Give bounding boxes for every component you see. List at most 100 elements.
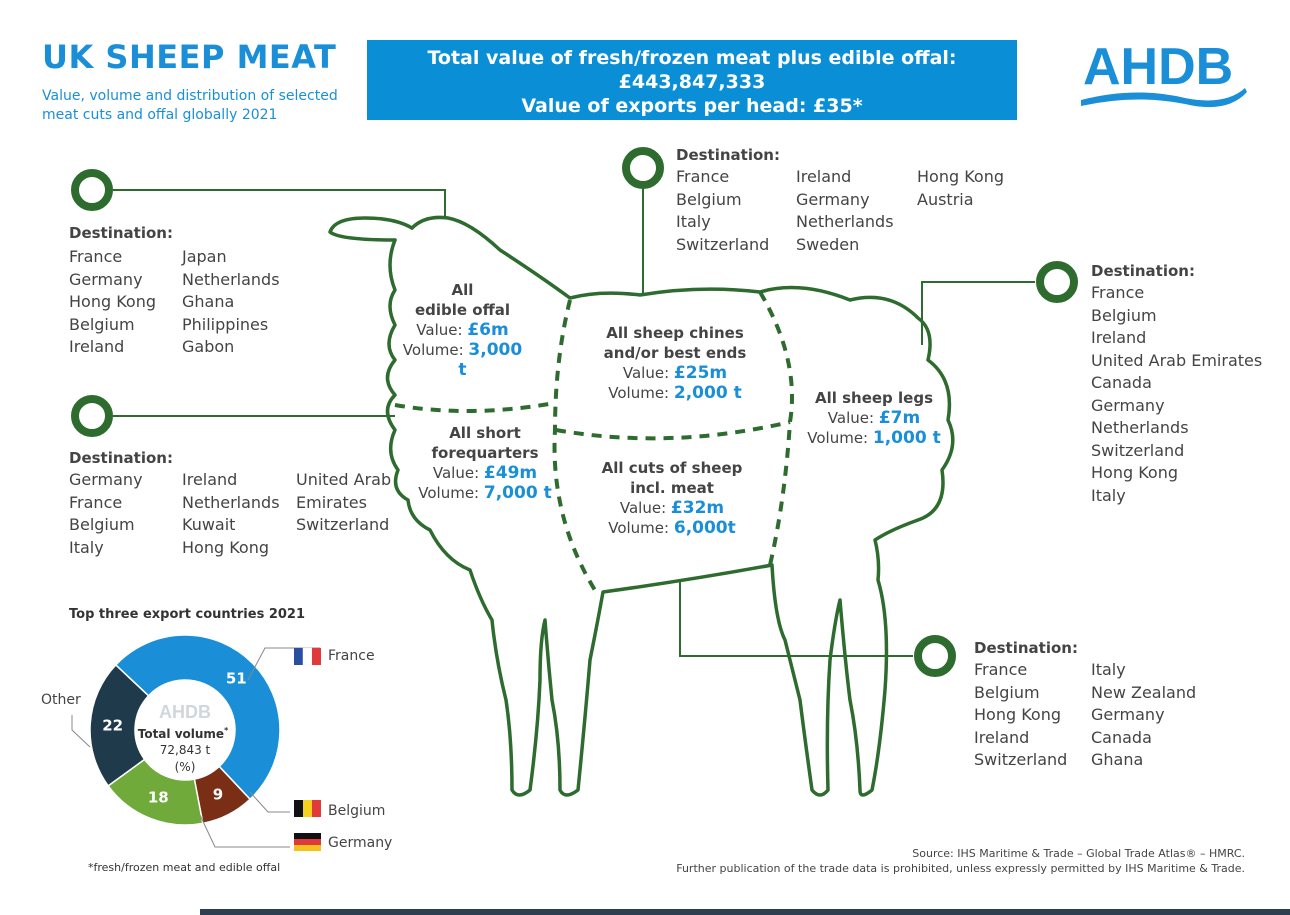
- dest-item: Belgium: [1091, 305, 1157, 325]
- export-donut-chart: 51 9 18 22 AHDB Total volume* 72,843 t (%): [71, 634, 321, 851]
- value-label: Value:: [432, 464, 480, 482]
- slice-france: [114, 634, 281, 801]
- source-line: Further publication of the trade data is…: [676, 862, 1245, 875]
- dest-item: France: [974, 660, 1028, 679]
- leader-belgium: [249, 791, 290, 813]
- cut-all-cuts: All cuts of sheep incl. meat Value: £32m…: [592, 458, 752, 538]
- dest-item: Hong Kong: [69, 292, 156, 311]
- dest-item: Ireland: [69, 337, 125, 356]
- chart-footnote: *fresh/frozen meat and edible offal: [88, 861, 281, 874]
- dest-item: Canada: [1091, 727, 1152, 747]
- dest-item: Sweden: [796, 234, 860, 254]
- cut-name: incl. meat: [630, 479, 714, 497]
- dest-item: Italy: [1091, 485, 1126, 505]
- legend-other: Other: [41, 692, 81, 708]
- bottom-bar: [200, 909, 1290, 915]
- dest-item: Switzerland: [974, 750, 1068, 769]
- cut-name: forequarters: [431, 444, 539, 462]
- dest-item: Ireland: [796, 167, 852, 186]
- dest-item: Ireland: [974, 727, 1030, 747]
- dest-item: Belgium: [69, 314, 135, 334]
- leader-other: [71, 715, 91, 748]
- dest-col: France Germany Hong Kong Belgium Ireland: [69, 246, 156, 359]
- dest-item: New Zealand: [1091, 682, 1197, 702]
- destination-heading: Destination:: [69, 224, 173, 242]
- dest-item: Switzerland: [676, 234, 770, 254]
- dest-item: Germany: [69, 470, 143, 489]
- destinations-offal: Destination: France Germany Hong Kong Be…: [69, 222, 280, 356]
- dest-item: France: [676, 167, 730, 186]
- center-unit: (%): [175, 760, 196, 774]
- dest-item: Italy: [69, 537, 104, 557]
- dest-item: United Arab: [296, 470, 392, 489]
- legend-france: France: [328, 648, 375, 664]
- france-flag-icon: [294, 647, 321, 666]
- cut-name: All cuts of sheep: [601, 459, 743, 477]
- center-label-mark: *: [224, 726, 229, 735]
- slice-label-germany: 18: [148, 788, 169, 806]
- value-label: Value:: [619, 499, 667, 517]
- cut-value: £25m: [673, 363, 728, 383]
- leader-germany: [199, 814, 290, 848]
- cut-volume: 1,000 t: [872, 428, 941, 448]
- destination-heading: Destination:: [676, 146, 780, 164]
- legend-germany: Germany: [328, 835, 393, 851]
- dest-item: Kuwait: [182, 515, 236, 534]
- center-label-text: Total volume: [138, 727, 224, 741]
- banner-note: *a number of caveats apply around the pe…: [482, 121, 902, 135]
- dest-item: Switzerland: [296, 515, 390, 534]
- dest-item: Belgium: [974, 682, 1040, 702]
- dest-item: France: [1091, 283, 1145, 302]
- destination-heading: Destination:: [69, 449, 173, 467]
- dest-item: Ireland: [182, 470, 238, 489]
- destinations-forequarters: Destination: Germany France Belgium Ital…: [69, 447, 391, 557]
- center-label: Total volume*: [138, 726, 229, 741]
- dest-item: Belgium: [69, 515, 135, 534]
- dest-col: France Belgium Ireland United Arab Emira…: [1091, 282, 1262, 507]
- cut-volume: 6,000t: [673, 518, 736, 538]
- dest-item: Hong Kong: [974, 705, 1061, 724]
- dest-item: Germany: [796, 189, 870, 209]
- legend-belgium: Belgium: [328, 803, 386, 819]
- node-offal-icon: [71, 169, 113, 211]
- germany-flag-icon: [294, 833, 321, 851]
- chart-title: Top three export countries 2021: [69, 607, 306, 622]
- volume-label: Volume:: [402, 341, 464, 359]
- ahdb-logo: AHDB: [1081, 38, 1247, 108]
- center-value: 72,843 t: [160, 743, 211, 757]
- dest-item: Netherlands: [796, 212, 894, 231]
- cut-offal: All edible offal Value: £6m Volume: 3,00…: [400, 280, 525, 380]
- dest-item: Italy: [676, 212, 711, 231]
- sheep-ear: [328, 216, 414, 242]
- dest-item: Netherlands: [182, 492, 280, 512]
- cut-value: £32m: [670, 498, 725, 518]
- banner-per-head: Value of exports per head: £35*: [521, 95, 863, 117]
- cut-name: edible offal: [414, 301, 511, 319]
- cut-volume: 7,000 t: [483, 483, 552, 503]
- logo-wave-icon: [1081, 88, 1247, 108]
- dest-item: Netherlands: [1091, 418, 1189, 437]
- slice-label-other: 22: [102, 716, 123, 734]
- banner-total-value: Total value of fresh/frozen meat plus ed…: [427, 47, 957, 93]
- dest-item: Emirates: [296, 492, 367, 512]
- dest-item: Hong Kong: [917, 167, 1004, 186]
- dest-item: Gabon: [182, 337, 235, 356]
- value-label: Value:: [416, 321, 463, 339]
- connector-cuts: [679, 580, 913, 657]
- value-label: Value:: [622, 364, 670, 382]
- summary-banner: Total value of fresh/frozen meat plus ed…: [367, 40, 1017, 135]
- destinations-cuts: Destination: France Belgium Hong Kong Ir…: [974, 637, 1196, 769]
- cut-line-center: [552, 299, 600, 597]
- dest-item: Switzerland: [1091, 440, 1185, 460]
- page-subtitle: Value, volume and distribution of select…: [42, 88, 338, 123]
- dest-item: Germany: [1091, 705, 1165, 724]
- dest-col: Japan Netherlands Ghana Philippines Gabo…: [182, 246, 280, 359]
- node-legs-icon: [1036, 261, 1078, 303]
- dest-col: Italy New Zealand Germany Canada Ghana: [1091, 659, 1196, 772]
- dest-col: France Belgium Italy Switzerland: [676, 166, 769, 256]
- dest-item: Japan: [182, 247, 227, 266]
- dest-item: France: [69, 247, 123, 266]
- connector-offal: [113, 189, 446, 218]
- destination-heading: Destination:: [1091, 262, 1195, 280]
